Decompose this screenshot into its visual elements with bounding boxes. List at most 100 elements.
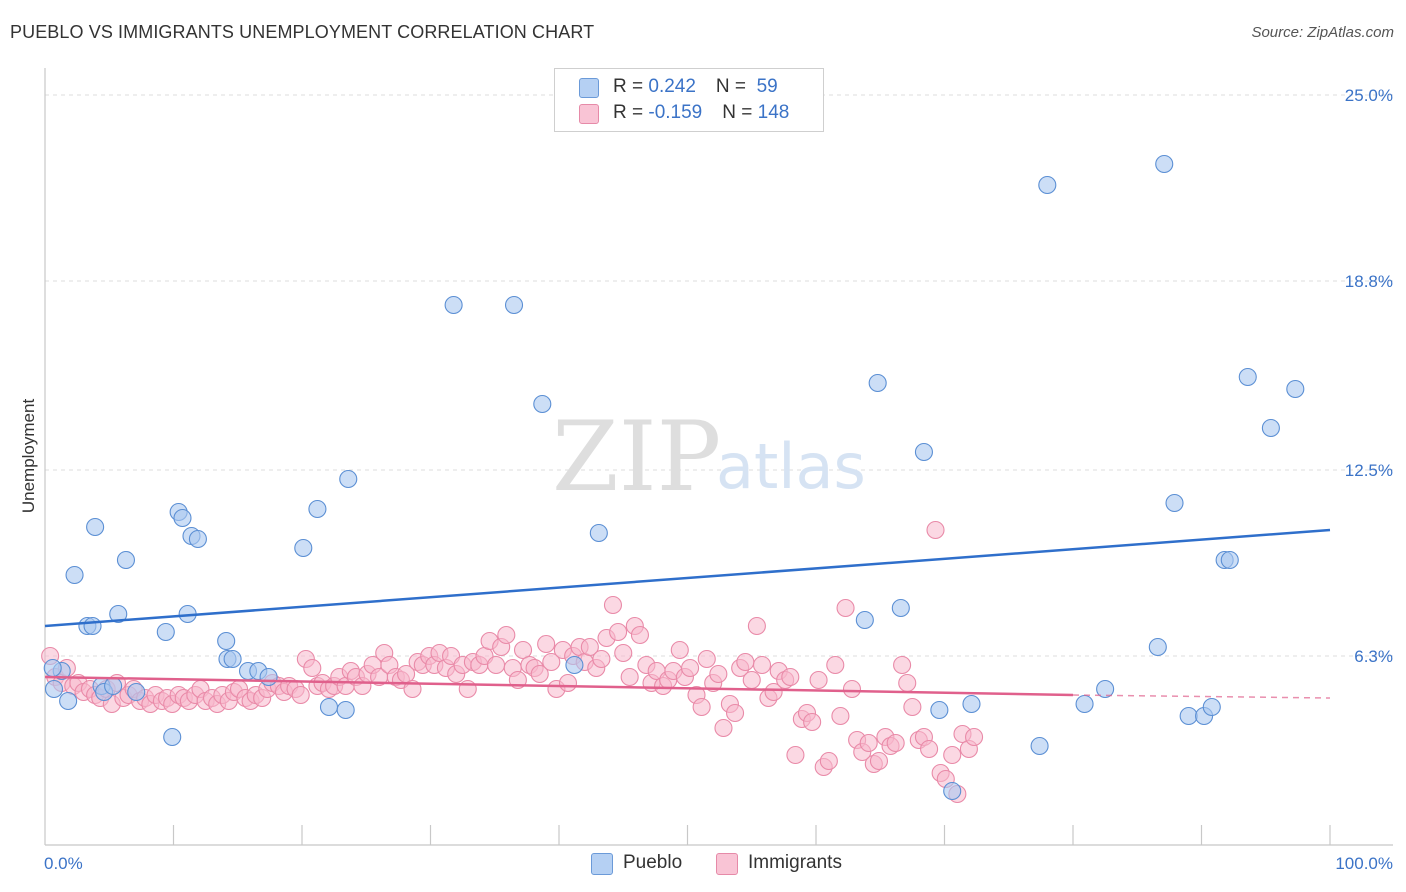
- immigrants-n-value: 148: [757, 102, 790, 123]
- immigrants-point: [809, 670, 828, 690]
- immigrants-point: [714, 718, 733, 738]
- immigrants-point: [614, 643, 633, 663]
- immigrants-point: [786, 745, 805, 765]
- trend-layer: [44, 528, 1331, 699]
- immigrants-point: [886, 733, 905, 753]
- immigrants-point: [742, 670, 761, 690]
- pueblo-point: [44, 679, 64, 699]
- pueblo-point: [86, 517, 105, 537]
- immigrants-point: [893, 655, 912, 675]
- immigrants-point: [592, 649, 611, 669]
- pueblo-point: [339, 469, 358, 489]
- pueblo-point: [533, 394, 552, 414]
- pueblo-point: [589, 523, 608, 543]
- immigrants-point: [697, 649, 716, 669]
- pueblo-point: [943, 781, 962, 801]
- pueblo-point: [1220, 550, 1239, 570]
- immigrants-point: [943, 745, 962, 765]
- immigrants-point: [747, 616, 766, 636]
- pueblo-point: [127, 682, 146, 702]
- pueblo-point: [116, 550, 136, 570]
- immigrants-point: [898, 673, 917, 693]
- pueblo-r-value: 0.242: [648, 76, 696, 97]
- pueblo-point: [1202, 697, 1221, 717]
- immigrants-point: [920, 739, 939, 759]
- immigrants-point: [558, 673, 578, 693]
- immigrants-point: [542, 652, 561, 672]
- immigrants-point: [826, 655, 845, 675]
- pueblo-point: [156, 622, 175, 642]
- pueblo-point: [259, 667, 278, 687]
- correlation-legend: R = 0.242 N = 59 R = -0.159 N = 148: [554, 68, 824, 132]
- pueblo-point: [294, 538, 313, 558]
- pueblo-point: [930, 700, 949, 720]
- pueblo-point: [1038, 175, 1057, 195]
- immigrants-point: [764, 682, 783, 702]
- immigrants-point: [620, 667, 639, 687]
- points-layer: [41, 154, 1305, 804]
- immigrants-point: [681, 658, 700, 678]
- immigrants-trend-line: [44, 675, 1074, 697]
- pueblo-point: [1286, 379, 1305, 399]
- immigrants-swatch-icon: [579, 104, 599, 124]
- immigrants-point: [831, 706, 850, 726]
- x-tick-label-min: 0.0%: [44, 854, 83, 873]
- immigrants-trend-extension: [1072, 694, 1331, 699]
- pueblo-point: [1030, 736, 1049, 756]
- pueblo-point: [1165, 493, 1184, 513]
- pueblo-point: [444, 295, 463, 315]
- pueblo-point: [1075, 694, 1094, 714]
- pueblo-point: [109, 604, 128, 624]
- y-tick-label: 12.5%: [1345, 461, 1393, 480]
- pueblo-point: [962, 694, 981, 714]
- immigrants-point: [752, 655, 772, 675]
- immigrants-point: [903, 697, 922, 717]
- immigrants-point: [926, 520, 945, 540]
- pueblo-point: [891, 598, 910, 618]
- immigrants-point: [513, 640, 533, 660]
- immigrants-r-value: -0.159: [648, 102, 703, 123]
- pueblo-point: [43, 658, 62, 678]
- y-tick-label: 18.8%: [1345, 272, 1393, 291]
- immigrants-legend-swatch-icon: [716, 853, 738, 875]
- pueblo-r-label: R =: [613, 76, 649, 97]
- pueblo-point: [1148, 637, 1167, 657]
- immigrants-point: [836, 598, 855, 618]
- y-tick-label: 25.0%: [1345, 86, 1393, 105]
- x-tick-label-max: 100.0%: [1335, 854, 1393, 873]
- immigrants-point: [725, 703, 745, 723]
- immigrants-point: [537, 634, 556, 654]
- watermark: ZIP atlas: [552, 401, 866, 513]
- immigrants-r-label: R =: [613, 102, 649, 123]
- immigrants-point: [486, 655, 506, 675]
- chart-title: PUEBLO VS IMMIGRANTS UNEMPLOYMENT CORREL…: [10, 22, 595, 42]
- pueblo-point: [188, 529, 207, 549]
- pueblo-point: [223, 649, 242, 669]
- pueblo-trend-line: [44, 528, 1331, 628]
- pueblo-point: [104, 676, 123, 696]
- immigrants-point: [291, 685, 310, 705]
- immigrants-point: [497, 625, 516, 645]
- ticklabel-layer: 6.3% 12.5% 18.8% 25.0% 0.0% 100.0%: [44, 86, 1393, 873]
- y-axis-label: Unemployment: [19, 399, 38, 514]
- pueblo-point: [1261, 418, 1280, 438]
- immigrants-point: [819, 751, 838, 771]
- immigrants-point: [692, 697, 711, 717]
- pueblo-point: [565, 655, 584, 675]
- immigrants-point: [803, 712, 822, 732]
- watermark-zip: ZIP: [552, 401, 721, 513]
- chart-source: Source: ZipAtlas.com: [1251, 24, 1394, 41]
- grid-layer: [45, 94, 1393, 657]
- immigrants-legend-label: Immigrants: [748, 852, 842, 873]
- pueblo-point: [83, 616, 102, 636]
- pueblo-point: [1155, 154, 1174, 174]
- pueblo-point: [1096, 679, 1115, 699]
- immigrants-point: [603, 595, 623, 615]
- pueblo-point: [65, 565, 84, 585]
- immigrants-point: [736, 652, 755, 672]
- immigrants-point: [965, 727, 984, 747]
- pueblo-point: [217, 631, 236, 651]
- immigrants-point: [580, 637, 599, 657]
- pueblo-legend-label: Pueblo: [623, 852, 683, 873]
